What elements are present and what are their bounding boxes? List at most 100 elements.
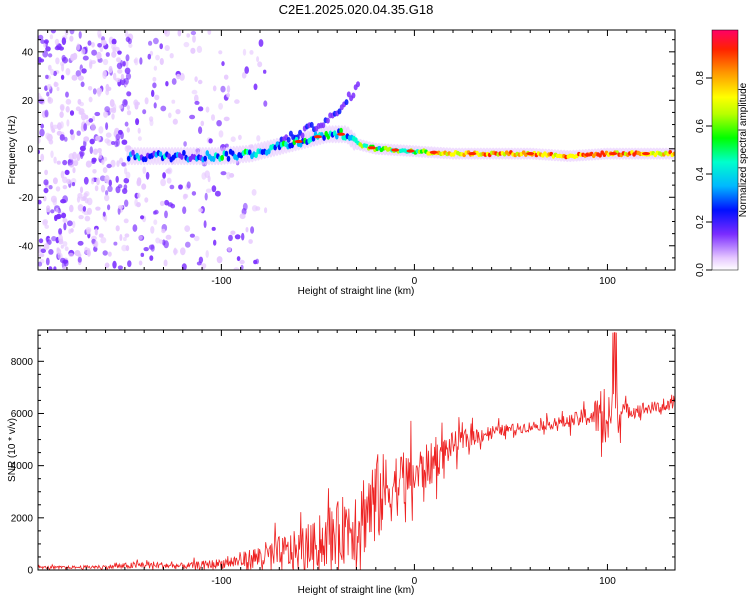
noise-speckle — [239, 259, 245, 265]
noise-speckle — [92, 88, 97, 95]
upper-branch-cell — [351, 92, 356, 99]
noise-speckle — [257, 61, 263, 68]
noise-speckle — [100, 237, 107, 244]
noise-speckle — [112, 260, 117, 269]
noise-speckle — [111, 141, 116, 145]
noise-speckle — [40, 123, 44, 129]
noise-speckle — [118, 104, 124, 109]
noise-speckle — [77, 256, 82, 263]
noise-speckle — [89, 138, 95, 145]
noise-speckle — [242, 48, 247, 56]
noise-speckle — [125, 59, 129, 68]
noise-speckle — [97, 147, 102, 154]
figure-title: C2E1.2025.020.04.35.G18 — [279, 2, 434, 17]
noise-speckle — [58, 228, 63, 235]
colorbar-tick-label: 0.2 — [695, 215, 706, 229]
noise-speckle — [249, 50, 254, 55]
noise-speckle — [208, 138, 213, 144]
noise-speckle — [103, 156, 108, 162]
noise-speckle — [40, 39, 45, 44]
band-cell — [224, 150, 229, 157]
noise-speckle — [73, 159, 79, 166]
noise-speckle — [71, 182, 76, 187]
noise-speckle — [97, 43, 102, 48]
noise-speckle — [86, 197, 93, 206]
noise-speckle — [176, 73, 181, 80]
noise-speckle — [221, 61, 225, 67]
noise-speckle — [115, 225, 120, 232]
noise-speckle — [68, 153, 75, 160]
noise-speckle — [223, 74, 229, 80]
noise-speckle — [124, 67, 131, 75]
noise-speckle — [251, 205, 258, 212]
x-tick-label: -100 — [211, 576, 231, 587]
noise-speckle — [45, 46, 51, 52]
noise-speckle — [211, 114, 215, 121]
noise-speckle — [117, 265, 123, 270]
noise-speckle — [135, 118, 140, 126]
noise-speckle — [43, 195, 47, 202]
noise-speckle — [153, 102, 157, 109]
noise-speckle — [152, 82, 157, 89]
noise-speckle — [58, 234, 63, 243]
colorbar-label: Normalized spectral amplitude — [738, 82, 749, 217]
noise-speckle — [106, 163, 112, 169]
noise-speckle — [120, 73, 125, 81]
noise-speckle — [213, 239, 217, 246]
colorbar-tick-label: 0.8 — [695, 71, 706, 85]
noise-speckle — [62, 218, 68, 223]
noise-speckle — [115, 175, 119, 183]
noise-speckle — [98, 126, 104, 134]
noise-speckle — [53, 156, 57, 164]
band-peak — [294, 139, 303, 144]
noise-speckle — [97, 30, 102, 38]
noise-speckle — [241, 72, 247, 79]
noise-speckle — [60, 74, 65, 80]
noise-speckle — [85, 160, 92, 168]
band-peak — [367, 146, 376, 150]
noise-speckle — [43, 187, 49, 194]
noise-speckle — [46, 91, 50, 97]
x-tick-label: 0 — [412, 576, 418, 587]
noise-speckle — [158, 239, 163, 244]
noise-speckle — [126, 110, 132, 116]
x-tick-label: 100 — [599, 276, 616, 287]
noise-speckle — [186, 181, 191, 189]
noise-speckle — [162, 172, 167, 179]
noise-speckle — [264, 207, 268, 214]
noise-speckle — [136, 177, 142, 186]
noise-speckle — [105, 132, 112, 138]
noise-speckle — [72, 220, 76, 229]
noise-speckle — [43, 243, 50, 250]
noise-speckle — [241, 232, 245, 241]
noise-speckle — [124, 30, 129, 38]
noise-speckle — [218, 102, 224, 110]
noise-speckle — [47, 53, 53, 58]
noise-speckle — [163, 240, 169, 249]
noise-speckle — [62, 266, 68, 270]
noise-speckle — [111, 38, 117, 45]
noise-speckle — [50, 150, 54, 158]
snr-line — [38, 332, 675, 570]
noise-speckle — [228, 234, 233, 242]
noise-speckle — [76, 43, 81, 51]
noise-speckle — [198, 208, 204, 213]
noise-speckle — [38, 137, 41, 144]
noise-speckle — [205, 188, 212, 193]
noise-speckle — [165, 81, 169, 87]
noise-speckle — [128, 43, 133, 48]
noise-speckle — [60, 244, 64, 249]
noise-speckle — [48, 139, 54, 145]
spectrogram-x-label: Height of straight line (km) — [298, 286, 415, 297]
noise-speckle — [68, 252, 74, 257]
band-peak — [313, 135, 322, 139]
noise-speckle — [192, 35, 196, 43]
noise-speckle — [38, 238, 44, 244]
noise-speckle — [59, 111, 64, 118]
noise-speckle — [124, 77, 129, 85]
noise-speckle — [216, 120, 222, 127]
noise-speckle — [123, 218, 129, 224]
noise-speckle — [107, 204, 111, 211]
noise-speckle — [105, 83, 110, 92]
